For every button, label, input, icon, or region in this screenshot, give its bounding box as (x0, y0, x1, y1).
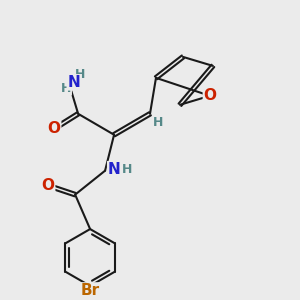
Text: O: O (42, 178, 55, 193)
Text: H: H (153, 116, 164, 129)
Text: H: H (122, 163, 133, 176)
Text: O: O (48, 121, 61, 136)
Text: N: N (108, 162, 120, 177)
Text: H: H (61, 82, 71, 95)
Text: N: N (67, 75, 80, 90)
Text: O: O (203, 88, 216, 103)
Text: Br: Br (81, 283, 100, 298)
Text: H: H (74, 68, 85, 81)
